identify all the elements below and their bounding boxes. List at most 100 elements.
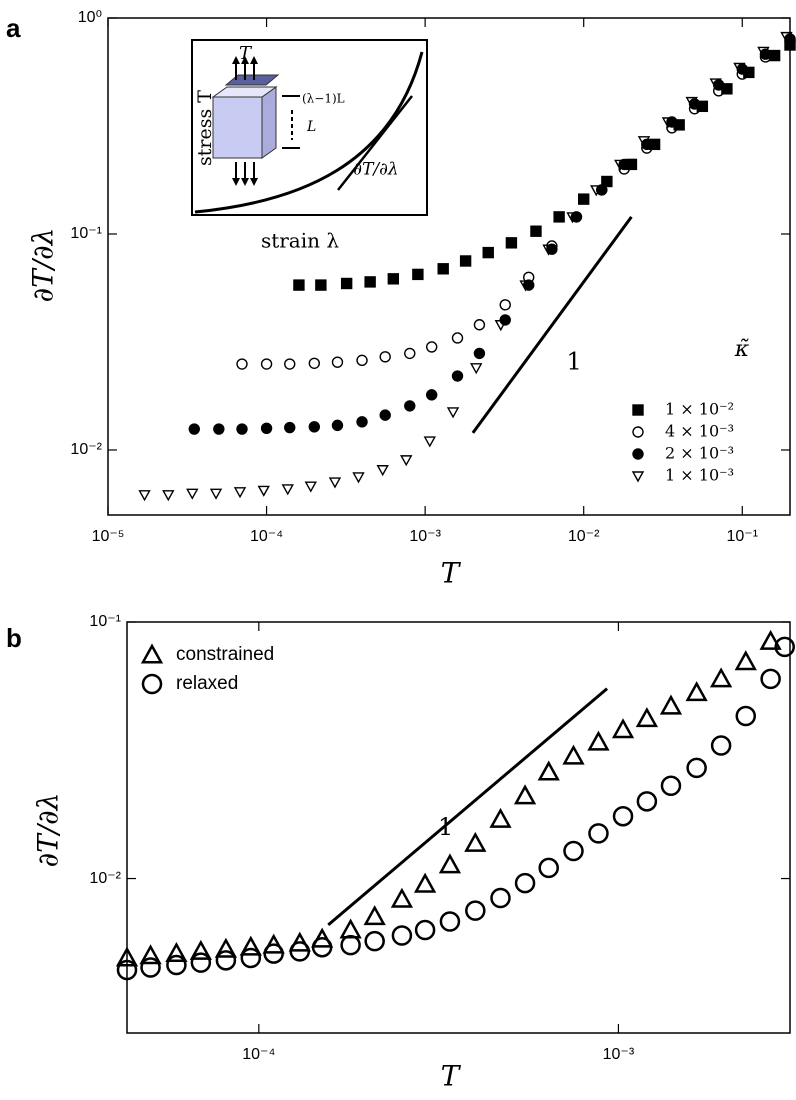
marker: [140, 957, 161, 978]
marker: [709, 667, 733, 688]
x-tick-label: 10⁻¹: [726, 528, 758, 545]
marker: [733, 62, 746, 74]
marker: [438, 853, 462, 874]
marker: [363, 905, 386, 926]
marker: [459, 255, 472, 267]
marker: [768, 49, 781, 62]
marker: [774, 636, 795, 658]
marker: [780, 31, 793, 44]
inset: T (λ−1)L L stress T strain λ ∂T/∂λ: [191, 39, 428, 253]
marker: [376, 465, 389, 477]
panel-label: a: [6, 13, 21, 43]
marker: [331, 356, 344, 368]
series-group: [115, 629, 795, 981]
marker: [590, 185, 603, 197]
legend-label: relaxed: [176, 673, 238, 694]
marker: [505, 237, 518, 249]
marker: [451, 370, 464, 382]
marker: [437, 263, 449, 275]
marker: [499, 299, 511, 311]
marker: [262, 933, 285, 954]
legend-marker: [631, 471, 645, 483]
marker: [566, 212, 579, 224]
x-tick-label: 10⁻²: [568, 528, 600, 545]
marker: [470, 363, 483, 375]
x-tick-label: 10⁻⁵: [92, 528, 125, 545]
marker: [209, 488, 223, 500]
plot: 10⁻⁵ 10⁻⁴ 10⁻³ 10⁻² 10⁻¹ 10⁻² 10⁻¹ 10⁰ 1 T ∂T/∂λ κ̃…: [27, 9, 796, 590]
legend-title: κ̃: [734, 337, 750, 362]
marker: [553, 211, 565, 223]
marker: [293, 279, 305, 291]
marker: [400, 455, 413, 467]
marker: [759, 629, 782, 650]
marker: [439, 911, 461, 932]
marker: [489, 807, 512, 828]
series-group: [138, 31, 796, 502]
marker: [236, 423, 248, 435]
marker: [588, 823, 609, 844]
marker: [391, 925, 413, 946]
marker: [315, 279, 327, 291]
plot-frame: [107, 17, 791, 516]
marker: [735, 705, 757, 727]
legend-marker: [140, 643, 164, 664]
marker: [451, 332, 464, 344]
marker: [635, 707, 659, 728]
marker: [423, 436, 436, 448]
marker: [611, 718, 635, 739]
panel-label: b: [6, 623, 22, 653]
inset-x-label: strain λ: [261, 229, 339, 253]
marker: [239, 935, 262, 956]
inset-arrowheads: [232, 56, 258, 186]
slope-line: [471, 216, 633, 434]
x-tick-label: 10⁻⁴: [242, 1046, 275, 1063]
marker: [331, 419, 344, 432]
legend-marker: [632, 404, 644, 416]
marker: [490, 887, 511, 909]
inset-extension-label: (λ−1)L: [302, 92, 345, 106]
marker: [308, 357, 320, 369]
marker: [596, 184, 608, 196]
marker: [139, 944, 162, 965]
legend-label: 1 × 10⁻²: [665, 400, 734, 419]
marker: [289, 941, 311, 962]
marker: [710, 735, 732, 756]
marker: [465, 900, 486, 921]
marker: [188, 423, 200, 435]
marker: [328, 477, 342, 489]
marker: [166, 954, 187, 976]
y-tick-label: 10⁻¹: [89, 613, 121, 630]
marker: [538, 857, 559, 879]
plot: 10⁻⁴ 10⁻³ 10⁻² 10⁻¹ 1 T ∂T/∂λ constrained relaxe…: [32, 613, 795, 1093]
x-tick-label: 10⁻³: [409, 528, 441, 545]
marker: [214, 937, 238, 958]
inset-cube-cap: [211, 86, 278, 98]
inset-tangent: [337, 95, 413, 191]
marker: [519, 280, 532, 292]
marker: [473, 319, 486, 331]
marker: [637, 136, 651, 148]
inset-y-label: stress T: [194, 90, 216, 166]
legend-label: 1 × 10⁻³: [665, 466, 734, 485]
marker: [614, 159, 627, 171]
marker: [563, 840, 584, 862]
marker: [425, 389, 438, 401]
slope-line: [327, 687, 609, 926]
inset-curve: [194, 51, 424, 214]
slope-label: 1: [438, 813, 453, 841]
marker: [686, 757, 707, 779]
y-tick-label: 10⁻²: [89, 870, 121, 887]
marker: [308, 421, 320, 433]
legend: constrained relaxed: [140, 643, 274, 695]
marker: [661, 117, 675, 129]
marker: [473, 347, 486, 360]
marker: [379, 351, 391, 363]
marker: [311, 936, 333, 958]
legend: κ̃ 1 × 10⁻² 4 × 10⁻³ 2 × 10⁻³ 1 × 10⁻³: [631, 337, 750, 485]
inset-force-label: T: [239, 43, 253, 64]
x-tick-label: 10⁻⁴: [250, 528, 283, 545]
marker: [404, 400, 416, 412]
